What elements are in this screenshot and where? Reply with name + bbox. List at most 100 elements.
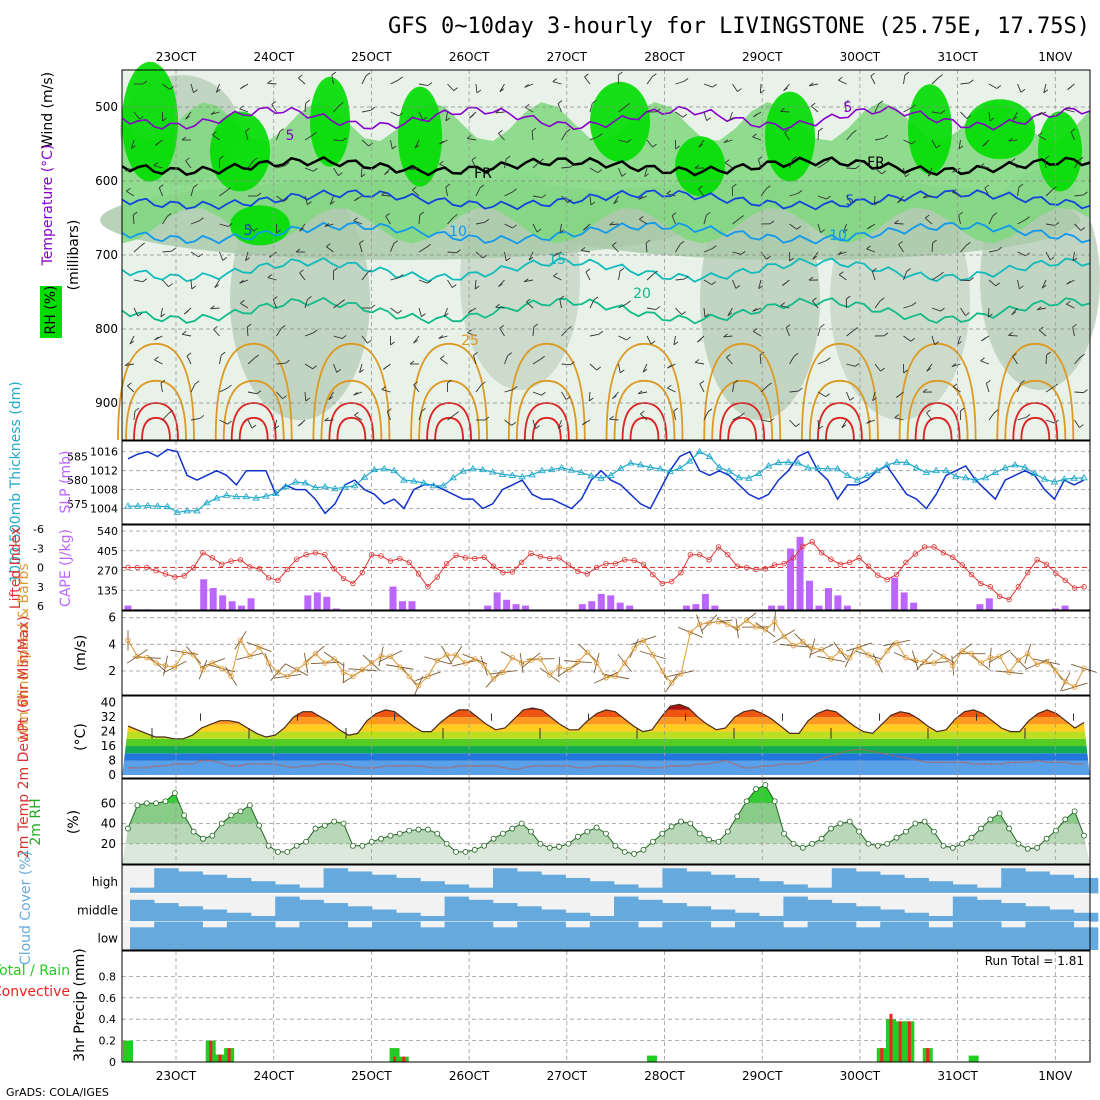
wind-barb-flag [313,167,318,172]
temp-band [122,753,1090,761]
wind-barb-flag [924,214,930,219]
pressure-tick-label: 600 [95,174,118,188]
wind-barb-flag [783,87,788,92]
cloud-bar [396,877,421,894]
wind-barb-flag [421,313,426,318]
cloud-bar [856,871,881,894]
wind-barb [504,251,507,261]
temp-band [122,746,1090,754]
li-point [996,593,1003,600]
wind-point [1034,661,1040,668]
bottom-date-label: 29OCT [742,1069,783,1083]
li-point [125,564,131,571]
wind-barb [644,167,648,177]
cape-bar [1052,608,1060,610]
wind-point [959,648,965,654]
cape-bar [692,604,700,610]
li-point [219,561,225,567]
contour-label: 15 [548,252,566,268]
wind-barb-flag [445,117,451,122]
wind-barb [324,419,334,422]
wind-barb-flag [667,384,672,389]
wind-barb-flag [812,255,817,260]
li-point [1071,585,1078,591]
thickness-point [331,484,339,492]
wind-barb [789,419,796,427]
wind-barb-flag [932,239,937,244]
wind-point [781,633,787,640]
cape-bar [834,595,842,610]
cloud-bar [517,871,542,894]
wind-tick-label: 2 [108,664,116,678]
wind-barb-flag [284,162,290,166]
li-point [743,564,750,571]
contour-label: 5 [244,223,253,239]
wind-barb-flag [439,160,444,165]
wind-barb [958,139,961,149]
wind-barb [210,307,220,310]
li-point [500,569,506,576]
wind-barb-flag [992,212,998,217]
cape-bar [597,593,605,610]
thickness-point [666,467,674,475]
wind-barb [1017,279,1020,289]
wind-barb-flag [934,341,939,345]
rh-point [434,830,441,837]
wind-barb-flag [567,199,572,203]
wind-barb [703,307,706,317]
wind-point [387,653,394,660]
wind-barb-flag [536,228,542,233]
wind-barb-flag [619,267,625,272]
wind-barb-flag [271,101,277,105]
li-point [378,553,384,559]
li-point [612,560,619,567]
wind-barb-flag [826,195,831,200]
wind-barb-flag [1018,183,1024,188]
wind-barb [727,307,733,316]
wind-barb-flag [1036,306,1042,311]
wind-point [818,646,825,653]
wind-barb [780,110,790,113]
wind-barb [438,335,448,339]
panels: 23OCT23OCT24OCT24OCT25OCT25OCT26OCT26OCT… [0,50,1100,1083]
wind-barb-flag [245,127,250,132]
wind-barb [780,305,790,309]
rh-point [256,822,263,829]
wind-barb [789,390,799,393]
wind-barb-flag [453,87,458,91]
cloud-bar [396,921,421,950]
wind-barb-flag [305,99,311,104]
cape-bar [503,599,511,610]
wind-speed-line [127,619,1085,688]
wind-barb [561,391,567,400]
li-point [331,566,337,572]
cloud-bar [226,877,252,894]
wind-barb [723,335,733,338]
wind-point [790,642,797,649]
thickness-point [804,463,812,471]
wind-barb-flag [883,134,889,139]
cloud-bar [952,896,978,922]
temp-tick-label: 8 [108,754,116,768]
warm-dome-contour [418,379,480,441]
cloud-bar [977,899,1002,922]
cloud-bar [226,921,252,950]
wind-barb-flag [852,129,857,134]
wind-point [312,650,319,657]
wind-barb [789,356,795,365]
precip-tick-label: 0.8 [99,970,117,983]
wind-barb-flag [903,369,908,374]
wind-barb [526,301,534,309]
wind-barb [931,139,937,149]
cape-bar [900,592,908,610]
thickness-point [281,482,290,490]
cloud-bar [468,899,494,922]
thickness-point [222,491,231,498]
wind-barb-flag [818,127,823,132]
thickness-point [449,473,458,481]
cloud-bar [638,927,663,950]
wind-barb-flag [723,333,728,338]
li-point [1081,584,1087,590]
li-point [790,555,797,561]
wind-barb-flag [559,295,565,300]
